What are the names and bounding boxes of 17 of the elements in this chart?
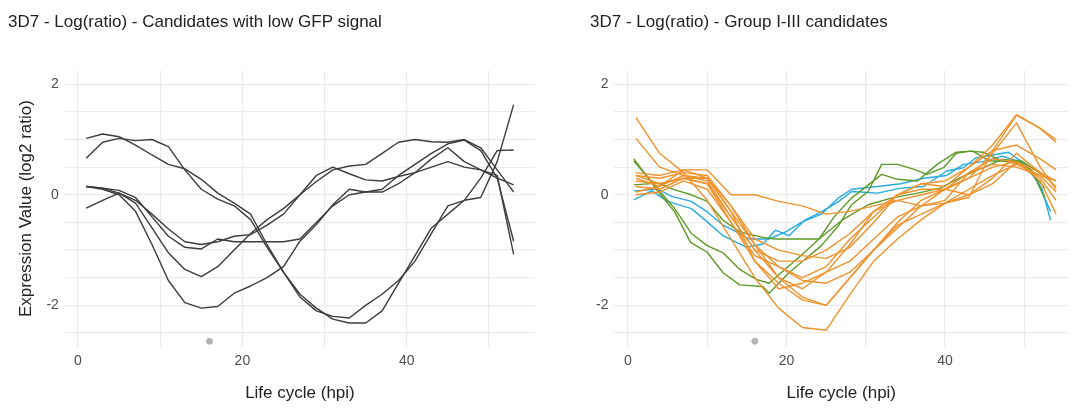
y-tick-label: 2 xyxy=(51,75,60,92)
x-tick-label: 0 xyxy=(74,352,83,369)
y-axis-title: Expression Value (log2 ratio) xyxy=(15,100,35,318)
x-tick-label: 40 xyxy=(398,352,415,369)
y-tick-label: 0 xyxy=(600,185,609,202)
y-tick-label: -2 xyxy=(596,296,609,313)
x-axis-title: Life cycle (hpi) xyxy=(245,383,355,403)
x-tick-label: 20 xyxy=(778,352,795,369)
chart-title: 3D7 - Log(ratio) - Group I-III candidates xyxy=(590,11,888,31)
y-tick-label: 0 xyxy=(51,185,60,202)
y-tick-label: 2 xyxy=(600,75,609,92)
x-tick-label: 40 xyxy=(937,352,954,369)
x-axis-title: Life cycle (hpi) xyxy=(786,383,897,403)
y-tick-label: -2 xyxy=(46,296,60,313)
chart-title: 3D7 - Log(ratio) - Candidates with low GFP signal xyxy=(8,11,382,31)
x-tick-label: 0 xyxy=(624,352,633,369)
x-tick-label: 20 xyxy=(234,352,251,369)
